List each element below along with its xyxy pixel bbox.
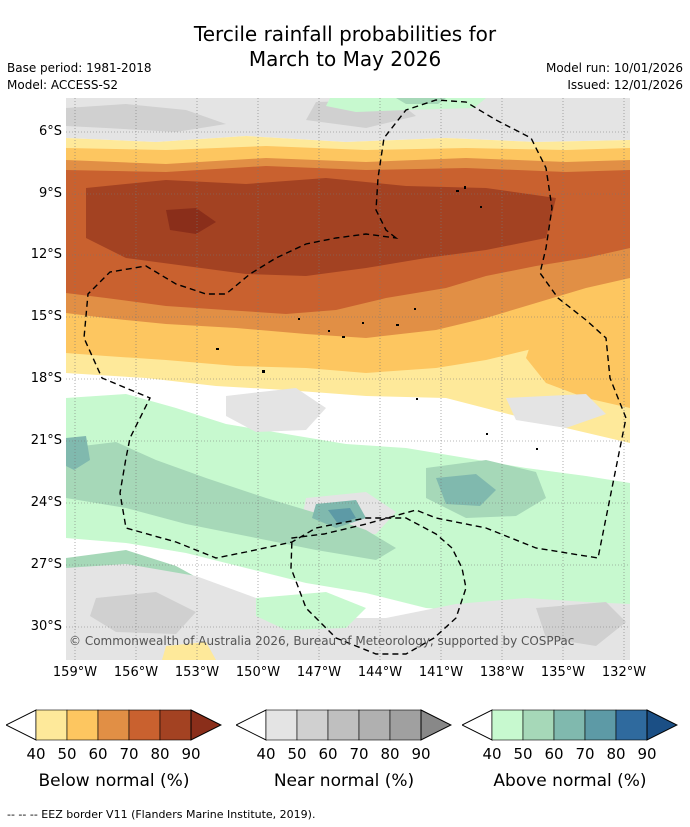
- colorbar-below-tick: 40: [26, 745, 46, 763]
- above-normal-region: [436, 474, 496, 506]
- copyright-notice: © Commonwealth of Australia 2026, Bureau…: [69, 634, 575, 648]
- above-normal-region: [396, 98, 446, 104]
- lat-label: 21°S: [30, 433, 62, 448]
- model-run-date: Model run: 10/01/2026: [545, 61, 683, 75]
- colorbar-above-tick: 50: [513, 745, 533, 763]
- colorbar-below-high-cap: [190, 709, 222, 741]
- islands: [216, 186, 538, 450]
- colorbar-above-tick: 90: [637, 745, 657, 763]
- lat-label: 15°S: [30, 309, 62, 324]
- lon-label: 144°W: [357, 665, 403, 680]
- near-normal-region: [66, 104, 226, 132]
- issued-date: Issued: 12/01/2026: [567, 78, 683, 92]
- above-normal-region: [66, 436, 90, 470]
- eez-footnote: -- -- -- EEZ border V11 (Flanders Marine…: [7, 808, 316, 821]
- lat-label: 27°S: [30, 557, 62, 572]
- lat-label: 30°S: [30, 619, 62, 634]
- colorbar-below-tick: 80: [150, 745, 170, 763]
- colorbar-above-tick: 70: [575, 745, 595, 763]
- probability-map: [66, 98, 630, 660]
- lon-label: 147°W: [296, 665, 342, 680]
- lon-label: 159°W: [52, 665, 98, 680]
- colorbar-above-high-cap: [646, 709, 678, 741]
- colorbar-near-title: Near normal (%): [273, 771, 415, 791]
- near-normal-region: [536, 602, 626, 646]
- colorbar-above: [462, 709, 678, 741]
- near-normal-region: [506, 394, 606, 428]
- lon-label: 141°W: [418, 665, 464, 680]
- near-normal-region: [66, 564, 630, 660]
- below-normal-region: [162, 642, 216, 660]
- below-normal-region: [86, 178, 556, 276]
- colorbar-near-tick: 90: [411, 745, 431, 763]
- colorbar-below-tick: 90: [181, 745, 201, 763]
- colorbar-below-tick: 60: [88, 745, 108, 763]
- colorbar-below-tick: 50: [57, 745, 77, 763]
- colorbar-below-tick: 70: [119, 745, 139, 763]
- lat-label: 24°S: [30, 495, 62, 510]
- colorbar-below: [6, 709, 222, 741]
- lon-label: 150°W: [235, 665, 281, 680]
- lat-label: 12°S: [30, 247, 62, 262]
- colorbar-above-low-cap: [462, 709, 493, 741]
- map-area: [66, 98, 630, 660]
- colorbar-near-tick: 70: [349, 745, 369, 763]
- lon-label: 132°W: [601, 665, 647, 680]
- above-normal-region: [326, 98, 486, 112]
- lat-label: 18°S: [30, 371, 62, 386]
- title-line-1: Tercile rainfall probabilities for: [193, 22, 497, 46]
- below-normal-region: [166, 208, 216, 234]
- graticule: [66, 98, 630, 660]
- colorbar-above-title: Above normal (%): [493, 771, 647, 791]
- colorbar-near-tick: 40: [256, 745, 276, 763]
- lon-label: 138°W: [479, 665, 525, 680]
- colorbar-above-tick: 40: [482, 745, 502, 763]
- colorbar-near-tick: 80: [380, 745, 400, 763]
- colorbar-below-title: Below normal (%): [38, 771, 190, 791]
- colorbar-near-high-cap: [420, 709, 452, 741]
- title-line-2: March to May 2026: [248, 47, 442, 71]
- above-normal-region: [328, 508, 356, 524]
- base-period: Base period: 1981-2018: [7, 61, 152, 75]
- lon-label: 156°W: [113, 665, 159, 680]
- near-normal-region: [226, 388, 326, 432]
- model-name: Model: ACCESS-S2: [7, 78, 119, 92]
- colorbar-near: [236, 709, 452, 741]
- eez-border: [83, 99, 627, 655]
- colorbar-near-low-cap: [236, 709, 267, 741]
- lon-label: 135°W: [540, 665, 586, 680]
- colorbar-above-tick: 80: [606, 745, 626, 763]
- colorbar-near-tick: 50: [287, 745, 307, 763]
- lat-label: 9°S: [38, 186, 62, 201]
- colorbar-above-tick: 60: [544, 745, 564, 763]
- above-normal-region: [256, 592, 366, 630]
- lon-label: 153°W: [174, 665, 220, 680]
- colorbar-near-tick: 60: [318, 745, 338, 763]
- above-normal-region: [66, 442, 396, 560]
- near-normal-region: [90, 592, 196, 634]
- lat-label: 6°S: [38, 124, 62, 139]
- map-title: Tercile rainfall probabilities for March…: [0, 22, 690, 72]
- colorbar-below-low-cap: [6, 709, 37, 741]
